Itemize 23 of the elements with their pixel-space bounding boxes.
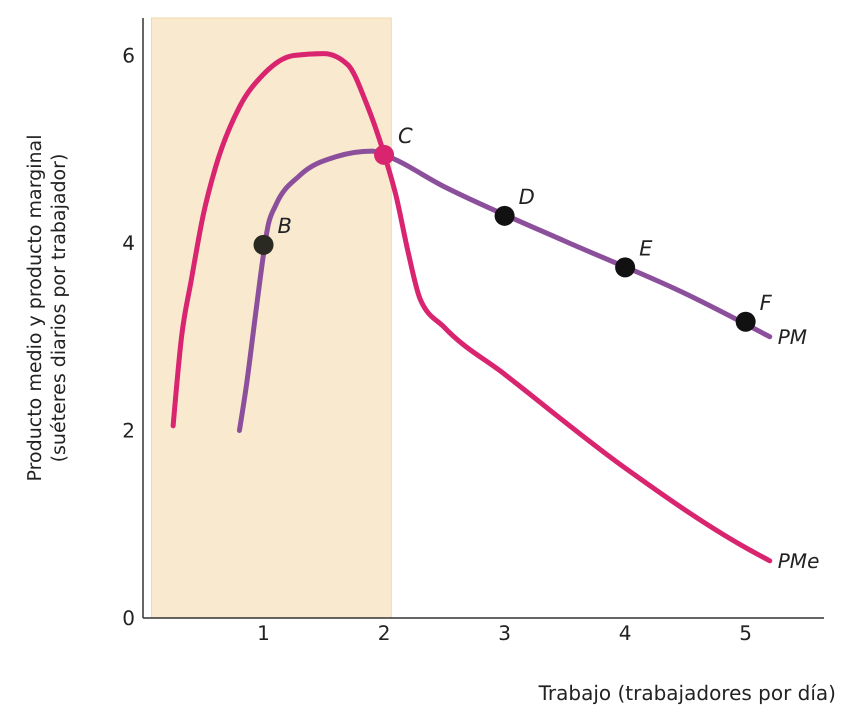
x-tick-label: 4 [618, 621, 632, 646]
x-axis-title: Trabajo (trabajadores por día) [538, 681, 836, 705]
annotation: D [518, 184, 535, 209]
point [494, 206, 515, 226]
annotation: C [398, 124, 414, 148]
point [254, 234, 274, 255]
y-tick-label: 0 [122, 606, 135, 630]
x-tick-label: 1 [257, 621, 270, 646]
point [736, 312, 756, 332]
y-tick-label: 6 [122, 44, 135, 68]
point [374, 144, 394, 165]
point [615, 257, 636, 278]
x-tick-label: 2 [378, 621, 390, 646]
series-label: PMe [778, 548, 820, 573]
x-tick-label: 3 [498, 621, 511, 646]
x-tick-label: 5 [739, 621, 752, 646]
annotation: F [760, 290, 773, 315]
y-tick-label: 2 [122, 418, 135, 443]
y-tick-label: 4 [122, 231, 135, 256]
series-label: PM [778, 324, 808, 349]
y-axis-title: Producto medio y producto marginal (suéteres diarios por trabajador) [24, 134, 70, 482]
annotation: E [639, 236, 654, 260]
annotation: B [278, 214, 292, 238]
